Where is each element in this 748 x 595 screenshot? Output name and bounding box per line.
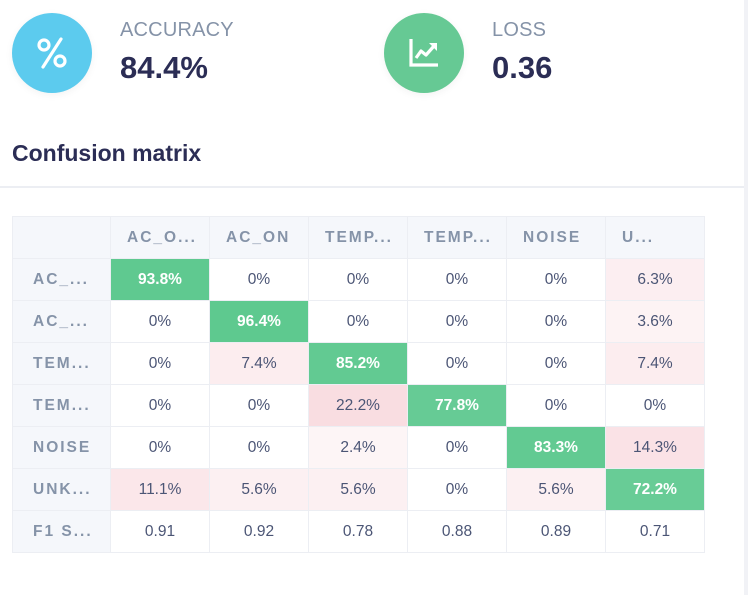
- column-header: AC_O...: [110, 216, 210, 259]
- percent-icon: [12, 13, 92, 93]
- matrix-cell: 0%: [506, 384, 606, 427]
- matrix-row: TEM... 0% 7.4% 85.2% 0% 0% 7.4%: [12, 342, 705, 385]
- scrollbar-track: [744, 0, 748, 595]
- f1-score-cell: 0.91: [110, 510, 210, 553]
- matrix-cell: 3.6%: [605, 300, 705, 343]
- matrix-cell: 2.4%: [308, 426, 408, 469]
- loss-metric: LOSS 0.36: [384, 13, 552, 93]
- matrix-row: AC_... 0% 96.4% 0% 0% 0% 3.6%: [12, 300, 705, 343]
- row-header: AC_...: [12, 300, 111, 343]
- accuracy-metric: ACCURACY 84.4%: [12, 13, 234, 93]
- matrix-cell-correct: 85.2%: [308, 342, 408, 385]
- matrix-cell: 0%: [110, 342, 210, 385]
- matrix-cell: 5.6%: [308, 468, 408, 511]
- matrix-cell: 0%: [407, 300, 507, 343]
- matrix-row: UNK... 11.1% 5.6% 5.6% 0% 5.6% 72.2%: [12, 468, 705, 511]
- matrix-row: AC_... 93.8% 0% 0% 0% 0% 6.3%: [12, 258, 705, 301]
- matrix-cell: 0%: [407, 426, 507, 469]
- header-row: AC_O... AC_ON TEMP... TEMP... NOISE U...: [12, 216, 705, 259]
- matrix-row: TEM... 0% 0% 22.2% 77.8% 0% 0%: [12, 384, 705, 427]
- matrix-cell: 0%: [209, 258, 309, 301]
- matrix-cell: 0%: [110, 426, 210, 469]
- matrix-cell: 6.3%: [605, 258, 705, 301]
- f1-score-cell: 0.71: [605, 510, 705, 553]
- matrix-cell: 0%: [407, 258, 507, 301]
- matrix-cell-correct: 93.8%: [110, 258, 210, 301]
- f1-score-cell: 0.88: [407, 510, 507, 553]
- matrix-cell: 14.3%: [605, 426, 705, 469]
- row-header: UNK...: [12, 468, 111, 511]
- f1-score-cell: 0.92: [209, 510, 309, 553]
- column-header: AC_ON: [209, 216, 309, 259]
- matrix-cell: 7.4%: [209, 342, 309, 385]
- corner-cell: [12, 216, 111, 259]
- f1-score-row: F1 S... 0.91 0.92 0.78 0.88 0.89 0.71: [12, 510, 705, 553]
- matrix-cell: 22.2%: [308, 384, 408, 427]
- matrix-cell: 0%: [209, 426, 309, 469]
- section-divider: [0, 186, 744, 188]
- matrix-cell: 0%: [506, 258, 606, 301]
- f1-score-cell: 0.89: [506, 510, 606, 553]
- matrix-cell: 0%: [308, 258, 408, 301]
- f1-score-cell: 0.78: [308, 510, 408, 553]
- matrix-cell-correct: 77.8%: [407, 384, 507, 427]
- matrix-row: NOISE 0% 0% 2.4% 0% 83.3% 14.3%: [12, 426, 705, 469]
- line-chart-icon: [384, 13, 464, 93]
- matrix-cell: 0%: [407, 342, 507, 385]
- matrix-cell: 5.6%: [209, 468, 309, 511]
- accuracy-label: ACCURACY: [120, 19, 234, 41]
- matrix-cell-correct: 72.2%: [605, 468, 705, 511]
- row-header: AC_...: [12, 258, 111, 301]
- column-header: TEMP...: [308, 216, 408, 259]
- matrix-cell: 0%: [110, 384, 210, 427]
- matrix-cell-correct: 96.4%: [209, 300, 309, 343]
- matrix-cell: 7.4%: [605, 342, 705, 385]
- section-title: Confusion matrix: [12, 140, 202, 166]
- confusion-matrix: AC_O... AC_ON TEMP... TEMP... NOISE U...…: [12, 216, 705, 553]
- matrix-cell-correct: 83.3%: [506, 426, 606, 469]
- matrix-cell: 0%: [506, 342, 606, 385]
- matrix-cell: 0%: [407, 468, 507, 511]
- matrix-cell: 0%: [605, 384, 705, 427]
- row-header: NOISE: [12, 426, 111, 469]
- column-header: U...: [605, 216, 705, 259]
- row-header: TEM...: [12, 384, 111, 427]
- matrix-cell: 5.6%: [506, 468, 606, 511]
- accuracy-value: 84.4%: [120, 50, 208, 85]
- matrix-cell: 11.1%: [110, 468, 210, 511]
- metrics-summary: ACCURACY 84.4% LOSS 0.36: [0, 0, 744, 130]
- row-header: F1 S...: [12, 510, 111, 553]
- matrix-cell: 0%: [110, 300, 210, 343]
- column-header: TEMP...: [407, 216, 507, 259]
- matrix-cell: 0%: [308, 300, 408, 343]
- loss-label: LOSS: [492, 19, 547, 41]
- loss-value: 0.36: [492, 50, 553, 85]
- column-header: NOISE: [506, 216, 606, 259]
- matrix-cell: 0%: [209, 384, 309, 427]
- row-header: TEM...: [12, 342, 111, 385]
- matrix-cell: 0%: [506, 300, 606, 343]
